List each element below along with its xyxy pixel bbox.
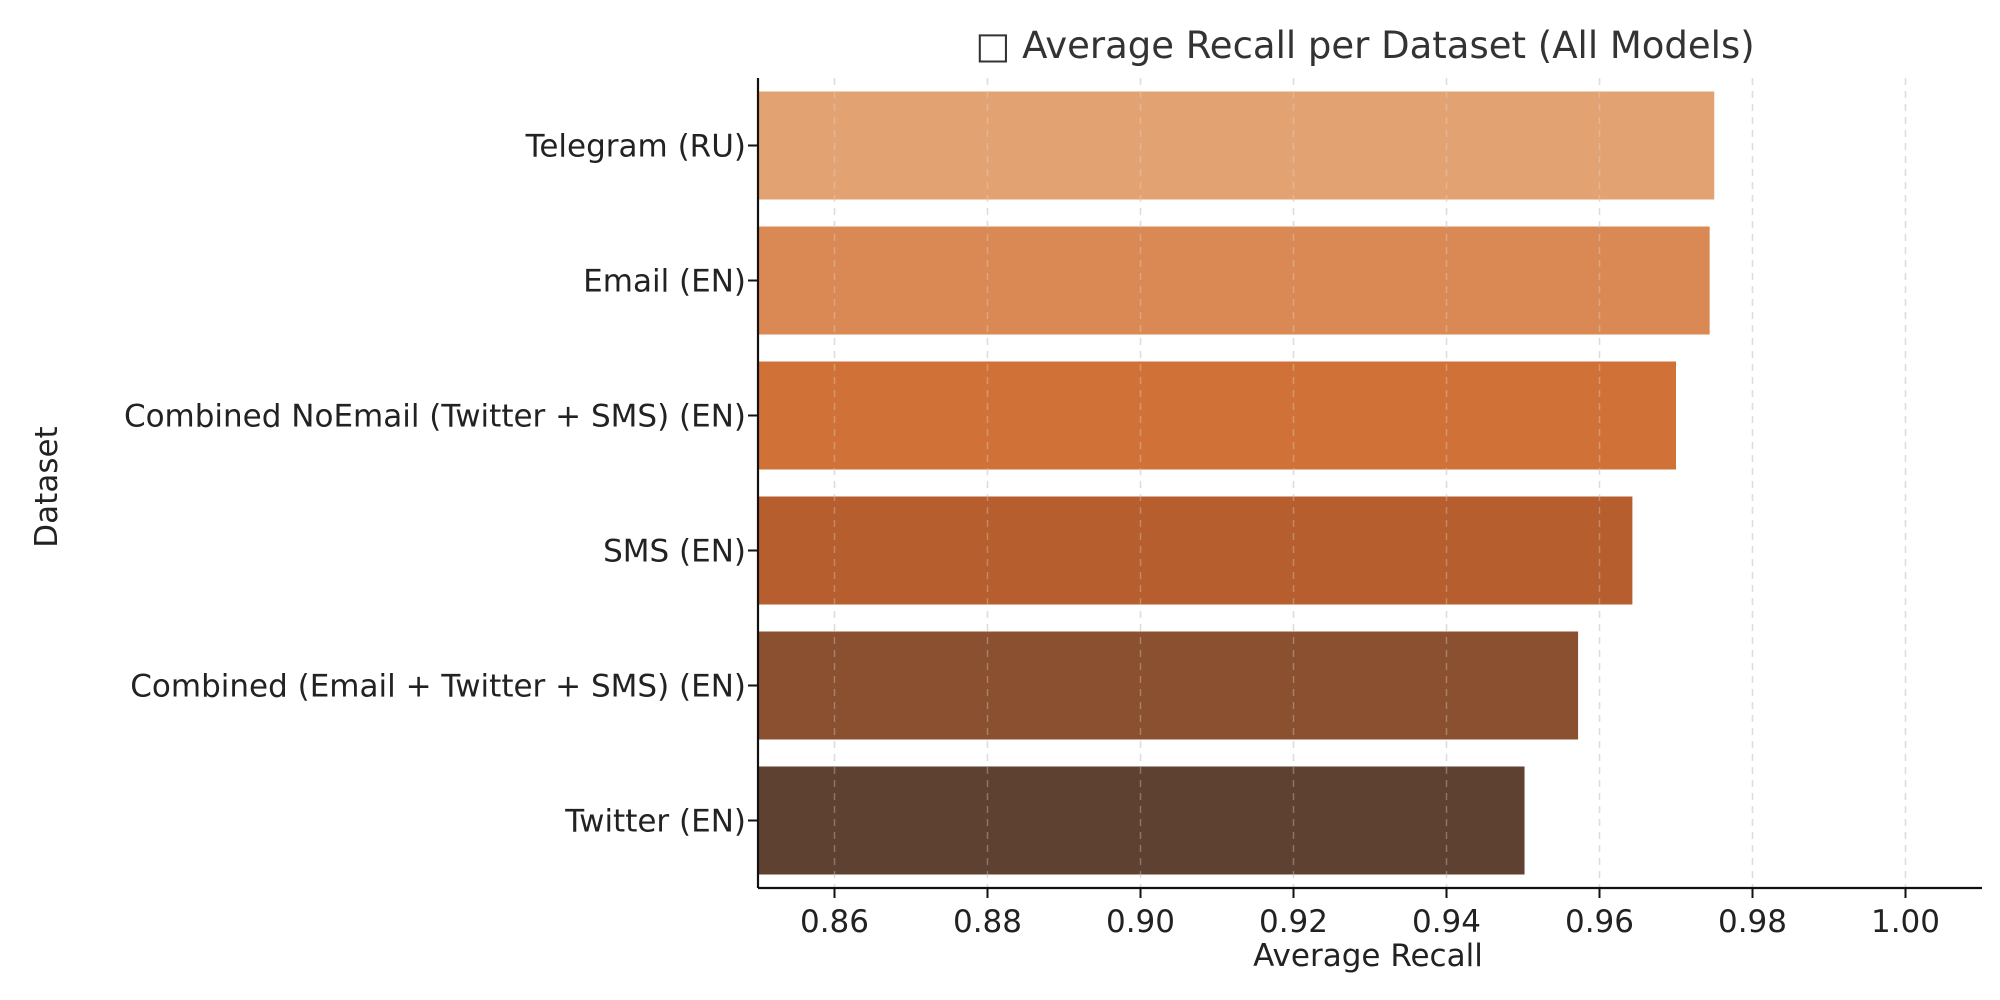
bar-layer [758,78,1907,888]
y-tick-label: Telegram (RU) [525,129,746,165]
x-axis-label: Average Recall [1253,938,1483,974]
bar-3 [758,361,1676,470]
bar-1 [758,91,1715,200]
x-tick-label: 1.00 [1871,904,1940,940]
y-axis-label: Dataset [29,426,65,547]
x-tick-label: 0.98 [1718,904,1787,940]
y-tick-label: Twitter (EN) [564,804,746,840]
bar-4 [758,496,1633,605]
y-tick-label: SMS (EN) [603,534,746,570]
x-tick-label: 0.90 [1106,904,1175,940]
y-tick-label: Email (EN) [583,264,746,300]
bar-2 [758,226,1710,335]
bar-6 [758,766,1525,875]
x-tick-label: 0.86 [800,904,869,940]
y-tick-label: Combined NoEmail (Twitter + SMS) (EN) [124,399,746,435]
axis-layer: 0.86 0.88 0.90 0.92 0.94 0.96 0.98 1.00 Telegram… [124,78,1982,940]
x-tick-label: 0.92 [1259,904,1328,940]
x-tick-label: 0.94 [1412,904,1481,940]
bar-5 [758,631,1579,740]
chart-title: □ Average Recall per Dataset (All Models… [975,24,1754,67]
y-tick-label: Combined (Email + Twitter + SMS) (EN) [130,669,746,705]
grid-layer [833,78,1907,888]
x-tick-label: 0.96 [1565,904,1634,940]
x-tick-label: 0.88 [953,904,1022,940]
